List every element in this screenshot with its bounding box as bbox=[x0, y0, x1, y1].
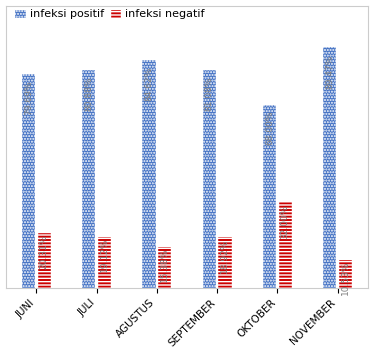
Text: 80.88%: 80.88% bbox=[85, 77, 94, 112]
Bar bbox=[323, 47, 336, 288]
Bar bbox=[339, 260, 352, 288]
Bar bbox=[98, 236, 111, 288]
Bar bbox=[279, 202, 292, 288]
Text: 79.69%: 79.69% bbox=[24, 80, 33, 115]
Text: 18.92%: 18.92% bbox=[220, 239, 229, 273]
Bar bbox=[22, 74, 35, 288]
Legend: infeksi positif, infeksi negatif: infeksi positif, infeksi negatif bbox=[11, 5, 208, 23]
Bar bbox=[218, 237, 232, 288]
Text: 81.08%: 81.08% bbox=[205, 76, 214, 111]
Bar bbox=[142, 61, 156, 288]
Bar bbox=[82, 70, 95, 288]
Bar bbox=[158, 247, 171, 288]
Text: 20.31%: 20.31% bbox=[40, 235, 49, 269]
Text: 32.00%: 32.00% bbox=[280, 205, 289, 239]
Text: 84.62%: 84.62% bbox=[145, 67, 154, 102]
Text: 10.53%: 10.53% bbox=[341, 261, 350, 295]
Text: 89.47%: 89.47% bbox=[325, 55, 334, 89]
Text: 15.38%: 15.38% bbox=[160, 248, 169, 282]
Bar bbox=[38, 233, 51, 288]
Text: 68.00%: 68.00% bbox=[265, 110, 274, 145]
Bar bbox=[203, 70, 216, 288]
Text: 19.12%: 19.12% bbox=[100, 238, 109, 273]
Bar bbox=[263, 105, 276, 288]
